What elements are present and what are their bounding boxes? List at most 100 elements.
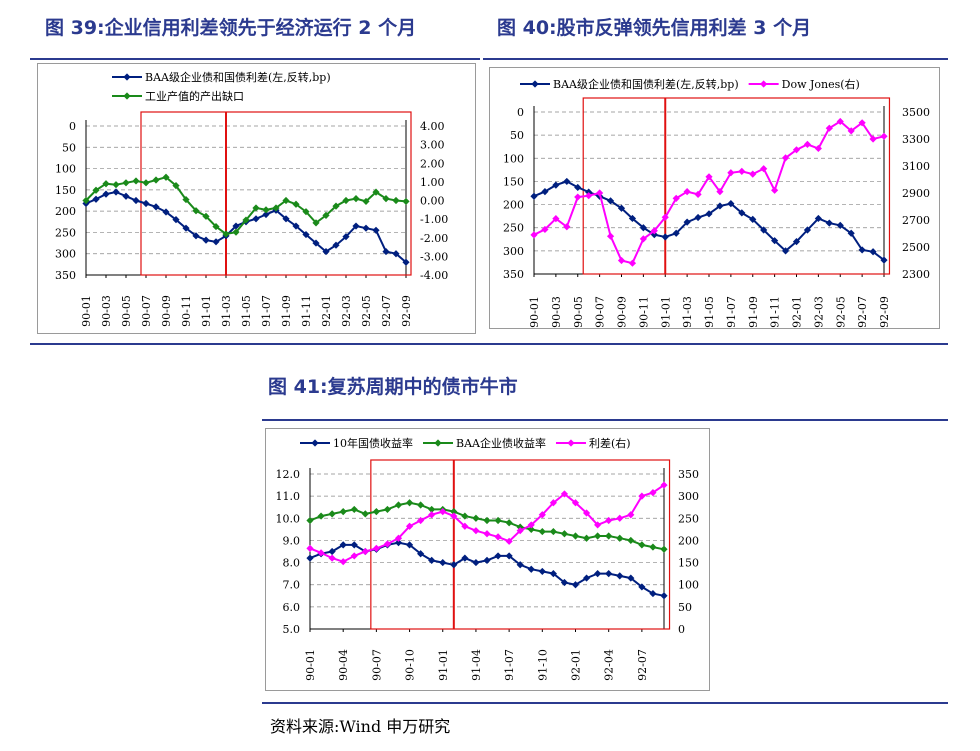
fig39-x-tick-label: 90-07 xyxy=(140,295,153,327)
fig41-top-rule xyxy=(262,419,948,421)
fig39-data-point xyxy=(202,212,210,220)
fig39-right-tick-label: -4.00 xyxy=(420,269,448,282)
fig40-data-point xyxy=(803,226,812,234)
fig41-data-point xyxy=(538,567,546,576)
fig39-right-tick-label: -3.00 xyxy=(420,250,448,263)
fig40-data-point xyxy=(672,194,680,202)
fig39-data-point xyxy=(342,196,350,205)
fig41-data-point xyxy=(505,552,513,560)
fig40-x-tick-label: 91-03 xyxy=(681,296,694,328)
fig41-data-point xyxy=(560,530,569,538)
fig40-left-tick-label: 350 xyxy=(503,268,524,281)
fig39-right-tick-label: -1.00 xyxy=(420,213,448,226)
fig39-data-point xyxy=(162,173,170,181)
fig39-data-point xyxy=(192,207,200,215)
fig40-right-tick-label: 2700 xyxy=(902,214,930,227)
fig39-left-tick-label: 100 xyxy=(55,163,76,176)
fig41-data-point xyxy=(494,533,502,541)
fig41-data-point xyxy=(450,561,458,569)
fig41-data-point xyxy=(472,527,480,535)
fig41-data-point xyxy=(538,527,546,536)
fig39-data-point xyxy=(232,222,240,230)
fig39-left-tick-label: 150 xyxy=(55,184,76,197)
fig39-data-point xyxy=(172,182,180,190)
fig40-x-tick-label: 92-09 xyxy=(878,296,891,328)
fig39-data-point xyxy=(152,176,160,184)
fig40-data-point xyxy=(727,200,735,208)
fig41-data-point xyxy=(328,554,336,562)
fig39-data-point xyxy=(252,215,260,223)
fig40-data-point xyxy=(760,226,768,234)
fig41-data-point xyxy=(339,508,347,516)
fig41-data-point xyxy=(428,556,436,564)
fig40-x-tick-label: 91-11 xyxy=(769,296,782,328)
fig41-data-point xyxy=(328,547,336,556)
fig40-data-point xyxy=(661,233,669,241)
fig41-data-point xyxy=(582,509,591,517)
fig41-left-tick-label: 9.0 xyxy=(283,534,301,547)
fig41-data-point xyxy=(417,516,425,525)
fig41-data-point xyxy=(439,508,447,516)
fig41-data-point xyxy=(450,508,458,516)
fig40-data-point xyxy=(781,247,790,255)
fig41-chart: 12.0 11.0 10.0 9.0 8.0 7.0 6.0 5.0 350 300 250 200 1… xyxy=(265,428,710,691)
fig41-data-point xyxy=(549,527,557,536)
fig40-x-tick-label: 90-11 xyxy=(637,296,650,328)
fig39-right-tick-label: 1.00 xyxy=(420,176,445,189)
fig39-series-1 xyxy=(82,173,410,238)
fig41-data-point xyxy=(594,570,602,578)
fig40-data-point xyxy=(738,167,746,175)
fig39-legend-marker xyxy=(123,92,131,100)
fig41-data-point xyxy=(361,547,369,556)
fig40-chart: 0 50 100 150 200 250 300 350 3500 3300 3100 2900 270… xyxy=(489,67,940,329)
fig41-data-point xyxy=(417,501,425,509)
fig40-data-point xyxy=(880,132,888,140)
fig40-data-point xyxy=(585,192,593,200)
fig39-data-point xyxy=(342,233,350,241)
fig40-data-point xyxy=(814,214,822,223)
fig39-data-point xyxy=(182,195,190,204)
fig41-data-point xyxy=(472,558,480,567)
fig40-data-point xyxy=(803,140,812,148)
fig39-data-point xyxy=(222,230,230,238)
fig39-data-point xyxy=(372,226,380,234)
fig39-data-point xyxy=(132,196,140,205)
fig40-data-point xyxy=(541,225,549,234)
fig41-data-point xyxy=(616,572,624,580)
fig40-data-point xyxy=(760,165,768,173)
fig39-data-point xyxy=(332,202,340,210)
fig41-data-point xyxy=(472,514,480,522)
fig41-legend-label: 10年国债收益率 xyxy=(333,436,413,450)
fig40-data-point xyxy=(869,248,877,256)
fig41-right-tick-label: 0 xyxy=(678,623,685,636)
fig39-x-tick-label: 91-07 xyxy=(260,295,273,327)
fig39-data-point xyxy=(272,204,280,212)
fig39-data-point xyxy=(282,215,290,223)
fig41-data-point xyxy=(605,516,613,525)
fig41-x-tick-label: 92-07 xyxy=(636,649,649,681)
fig40-data-point xyxy=(628,214,637,223)
fig41-right-tick-label: 100 xyxy=(678,579,699,592)
fig40-data-point xyxy=(552,215,560,223)
fig40-data-point xyxy=(858,119,866,127)
fig39-data-point xyxy=(142,199,150,208)
fig41-legend-marker xyxy=(567,439,575,447)
fig40-data-point xyxy=(639,224,647,232)
fig39-title: 图 39:企业信用利差领先于经济运行 2 个月 xyxy=(45,17,417,39)
fig40-data-point xyxy=(628,259,637,267)
fig41-data-point xyxy=(350,505,358,514)
fig39-data-point xyxy=(212,238,220,246)
fig39-x-tick-label: 92-03 xyxy=(340,295,353,327)
fig39-data-point xyxy=(112,188,120,196)
fig40-data-point xyxy=(814,144,822,153)
fig40-title: 图 40:股市反弹领先信用利差 3 个月 xyxy=(497,17,812,39)
fig41-left-tick-label: 5.0 xyxy=(283,623,301,636)
fig40-data-point xyxy=(792,146,801,154)
fig40-data-point xyxy=(617,204,626,212)
fig39-left-tick-label: 200 xyxy=(55,205,76,218)
fig40-x-tick-label: 92-05 xyxy=(834,296,847,328)
fig40-data-point xyxy=(847,127,855,135)
fig40-x-tick-label: 90-07 xyxy=(594,296,607,328)
fig40-right-tick-label: 3500 xyxy=(902,106,930,119)
fig40-data-point xyxy=(771,237,779,245)
